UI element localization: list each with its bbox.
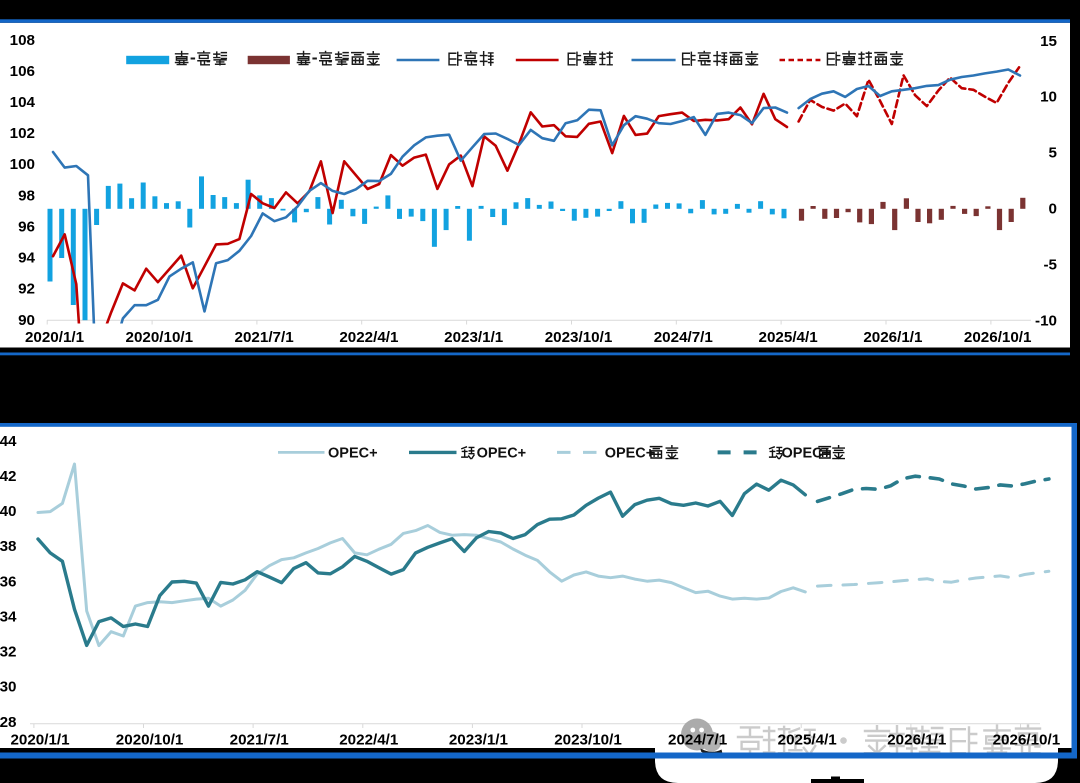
- svg-text:2022/4/1: 2022/4/1: [339, 732, 399, 749]
- svg-text:36: 36: [0, 573, 17, 590]
- svg-text:OPEC+: OPEC+: [605, 445, 655, 461]
- svg-text:104: 104: [10, 94, 36, 111]
- svg-text:94: 94: [18, 250, 35, 267]
- svg-text:32: 32: [0, 644, 17, 661]
- svg-text:40: 40: [0, 503, 17, 520]
- svg-text:-10: -10: [1035, 313, 1057, 330]
- svg-text:28: 28: [0, 714, 17, 731]
- svg-text:2026/1/1: 2026/1/1: [887, 732, 947, 749]
- svg-text:10: 10: [1040, 89, 1057, 106]
- svg-text:2023/1/1: 2023/1/1: [444, 329, 504, 346]
- svg-text:2021/7/1: 2021/7/1: [235, 329, 295, 346]
- svg-text:102: 102: [10, 125, 35, 142]
- svg-text:2022/4/1: 2022/4/1: [339, 329, 399, 346]
- svg-text:2020/1/1: 2020/1/1: [25, 329, 85, 346]
- svg-text:92: 92: [18, 281, 35, 298]
- svg-text:2025/4/1: 2025/4/1: [778, 732, 838, 749]
- svg-text:42: 42: [0, 468, 17, 485]
- svg-text:30: 30: [0, 679, 17, 696]
- svg-text:2026/1/1: 2026/1/1: [863, 329, 923, 346]
- svg-text:2025/4/1: 2025/4/1: [759, 329, 819, 346]
- svg-text:90: 90: [18, 312, 35, 329]
- svg-text:2024/7/1: 2024/7/1: [668, 732, 728, 749]
- svg-text:2026/10/1: 2026/10/1: [964, 329, 1032, 346]
- svg-text:2026/10/1: 2026/10/1: [993, 732, 1061, 749]
- svg-text:OPEC+: OPEC+: [477, 445, 527, 461]
- svg-text:OPEC+: OPEC+: [782, 445, 832, 461]
- svg-text:2024/7/1: 2024/7/1: [654, 329, 714, 346]
- svg-text:96: 96: [18, 219, 35, 236]
- svg-text:2020/10/1: 2020/10/1: [116, 732, 184, 749]
- svg-text:38: 38: [0, 538, 17, 555]
- svg-text:2020/1/1: 2020/1/1: [10, 732, 70, 749]
- svg-text:106: 106: [10, 63, 35, 80]
- svg-text:2023/10/1: 2023/10/1: [545, 329, 613, 346]
- svg-text:5: 5: [1049, 145, 1058, 162]
- svg-text:2021/7/1: 2021/7/1: [230, 732, 290, 749]
- svg-text:44: 44: [0, 433, 17, 450]
- svg-text:2023/10/1: 2023/10/1: [554, 732, 622, 749]
- svg-text:100: 100: [10, 156, 35, 173]
- svg-text:0: 0: [1049, 201, 1057, 218]
- svg-text:2020/10/1: 2020/10/1: [126, 329, 194, 346]
- svg-text:OPEC+: OPEC+: [328, 445, 378, 461]
- svg-text:-5: -5: [1043, 257, 1057, 274]
- svg-text:98: 98: [18, 187, 35, 204]
- svg-text:2023/1/1: 2023/1/1: [449, 732, 509, 749]
- svg-text:15: 15: [1040, 33, 1057, 50]
- svg-text:108: 108: [10, 32, 35, 49]
- svg-text:34: 34: [0, 608, 17, 625]
